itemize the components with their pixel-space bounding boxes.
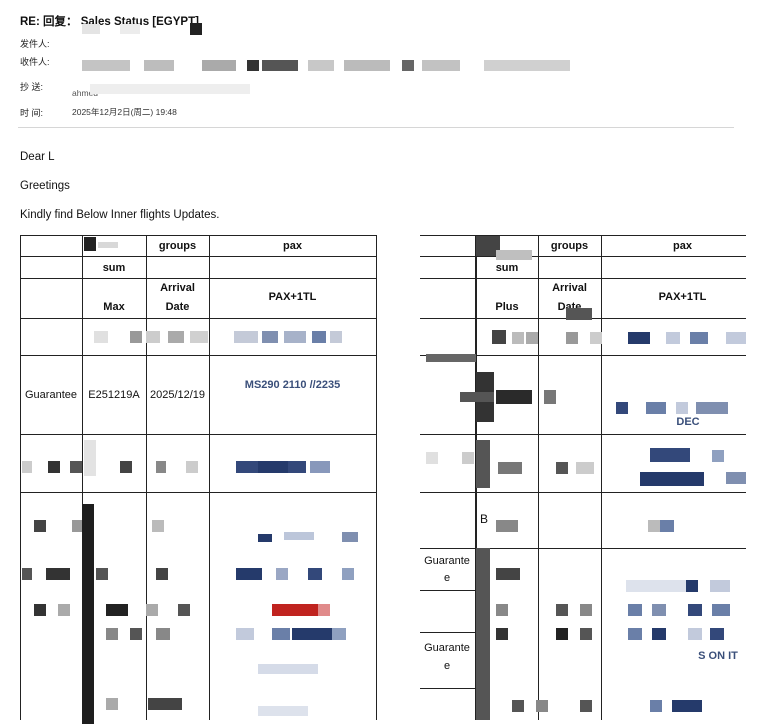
right-row4-fragment: B	[479, 512, 488, 526]
right-guarantee-2-line2: e	[443, 660, 451, 672]
right-lower-redaction	[476, 548, 746, 720]
right-col-plus: Plus	[495, 301, 519, 313]
cc-recipient-partial: ahmed	[72, 88, 98, 98]
cc-redaction	[90, 84, 250, 94]
left-lower-redaction	[22, 500, 374, 724]
left-row-date: 2025/12/19	[149, 389, 206, 401]
to-label: 收件人:	[20, 57, 50, 67]
right-row-fragment-onit: S ON IT	[698, 650, 738, 662]
right-row4-redaction	[476, 500, 746, 540]
left-row-type: Guarantee	[25, 389, 77, 401]
sent-time: 2025年12月2日(周二) 19:48	[72, 107, 177, 117]
right-row3-redaction	[426, 440, 746, 488]
from-redaction	[82, 22, 202, 36]
left-row-code: E251219A	[88, 389, 140, 401]
left-col-date: Date	[165, 301, 190, 313]
right-row-dec: DEC	[676, 416, 700, 428]
to-redaction	[82, 58, 582, 72]
body-greeting: Dear L	[20, 151, 55, 163]
cc-label: 抄 送:	[20, 82, 44, 92]
left-col-groups: groups	[158, 240, 197, 252]
right-col-arrival: Arrival	[552, 282, 587, 294]
left-row-flight: MS290 2110 //2235	[244, 379, 341, 391]
header-divider	[18, 127, 734, 128]
right-col-pax-tl: PAX+1TL	[658, 291, 707, 303]
right-col-pax: pax	[673, 240, 692, 252]
right-guarantee-1-line1: Guarante	[424, 555, 470, 567]
left-col-max: Max	[103, 301, 125, 313]
from-label: 发件人:	[20, 39, 50, 49]
left-row3-redaction	[22, 460, 374, 474]
left-col-arrival: Arrival	[160, 282, 195, 294]
right-col-sum: sum	[495, 262, 519, 274]
right-row1-redaction	[426, 312, 746, 362]
time-label: 时 间:	[20, 108, 44, 118]
body-intro: Kindly find Below Inner flights Updates.	[20, 209, 220, 221]
right-guarantee-1-line2: e	[443, 572, 451, 584]
right-guarantee-2-line1: Guarante	[424, 642, 470, 654]
left-col-pax-tl: PAX+1TL	[268, 291, 317, 303]
email-subject: RE: 回复： Sales Status [EGYPT]	[20, 16, 199, 28]
right-row2-redaction	[440, 372, 746, 422]
left-row1-redaction	[84, 330, 374, 344]
left-col-pax: pax	[283, 240, 302, 252]
right-col-groups: groups	[550, 240, 589, 252]
body-greetings-line: Greetings	[20, 180, 70, 192]
left-col-sum: sum	[102, 262, 126, 274]
